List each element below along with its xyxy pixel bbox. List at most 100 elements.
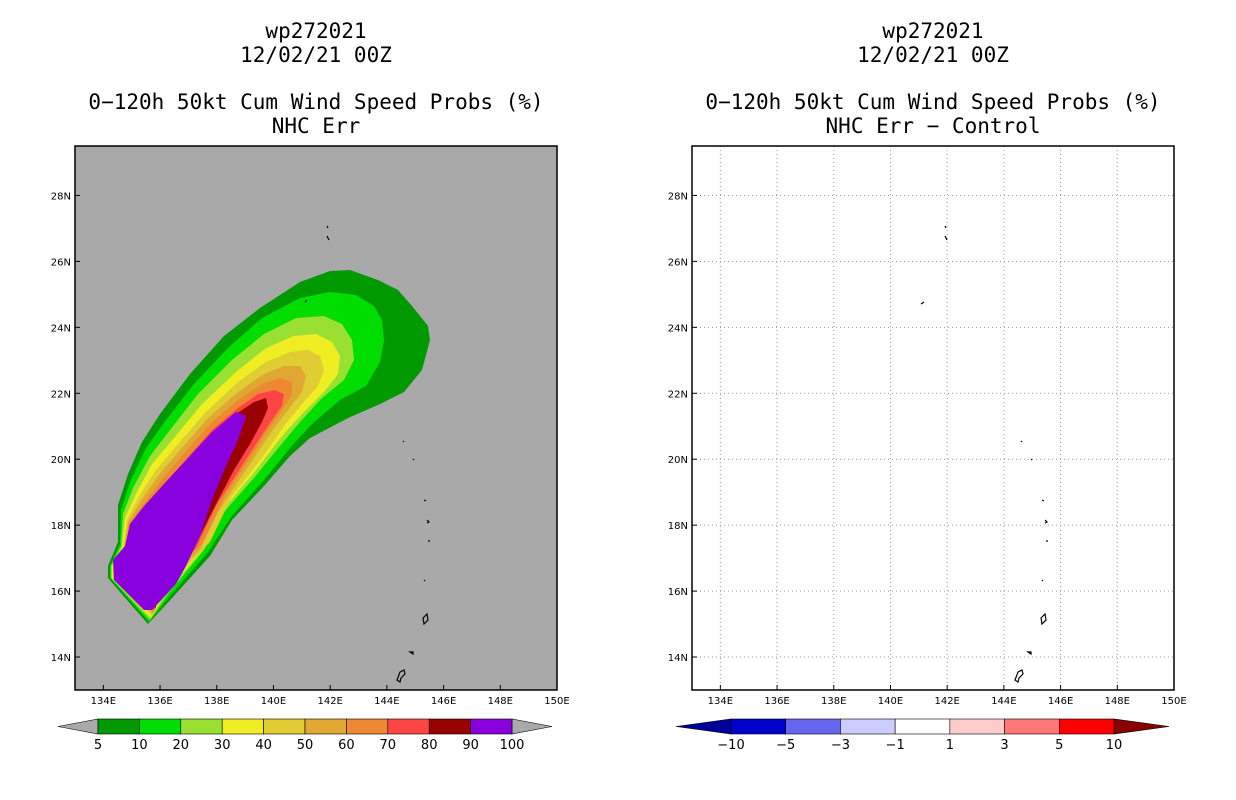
right-panel-subtitle: 0−120h 50kt Cum Wind Speed Probs (%) NHC… (647, 90, 1219, 138)
colorbar-level-label: 3 (1000, 738, 1008, 753)
colorbar-swatch (1004, 718, 1060, 735)
colorbar-swatch (304, 718, 347, 735)
x-tick-label: 148E (488, 696, 513, 707)
right-coastline-islands (920, 225, 1049, 683)
y-tick-label: 26N (668, 257, 688, 268)
y-tick-label: 20N (51, 455, 71, 466)
colorbar-level-label: 30 (214, 738, 231, 753)
x-tick-label: 134E (708, 696, 733, 707)
colorbar-swatch (949, 718, 1005, 735)
left-storm-id: wp272021 (265, 19, 367, 43)
left-panel-title: wp272021 12/02/21 00Z (75, 19, 557, 67)
colorbar-swatch (428, 718, 471, 735)
right-colorbar: −10 −5 −3 −1 1 3 5 10 (675, 718, 1170, 753)
x-tick-label: 150E (544, 696, 569, 707)
colorbar-swatch (221, 718, 264, 735)
colorbar-swatch (785, 718, 841, 735)
colorbar-over-triangle (1113, 718, 1170, 735)
colorbar-swatch (346, 718, 389, 735)
right-map-background (692, 146, 1174, 690)
y-tick-label: 14N (668, 653, 688, 664)
left-colorbar: 5 10 20 30 40 50 60 70 80 90 100 (57, 718, 553, 753)
y-tick-label: 22N (51, 389, 71, 400)
colorbar-swatch (894, 718, 951, 735)
x-tick-label: 136E (764, 696, 789, 707)
x-tick-label: 148E (1105, 696, 1130, 707)
x-tick-label: 146E (431, 696, 456, 707)
y-tick-label: 22N (668, 389, 688, 400)
colorbar-level-label: 80 (421, 738, 438, 753)
left-date-time: 12/02/21 00Z (240, 43, 392, 67)
left-probability-map: 134E 136E 138E 140E 142E 144E 146E 148E 150E 14N 1… (51, 145, 570, 753)
colorbar-level-label: 50 (297, 738, 314, 753)
right-difference-map: 134E 136E 138E 140E 142E 144E 146E 148E 150E 14N 1… (668, 145, 1187, 753)
y-tick-label: 18N (668, 521, 688, 532)
colorbar-level-label: 10 (1106, 738, 1123, 753)
colorbar-under-triangle (57, 718, 99, 735)
right-islands (920, 225, 1049, 683)
colorbar-swatch (840, 718, 896, 735)
colorbar-level-label: 70 (380, 738, 397, 753)
x-tick-label: 150E (1161, 696, 1186, 707)
colorbar-level-label: −5 (776, 738, 795, 753)
colorbar-level-label: 60 (338, 738, 355, 753)
x-tick-label: 142E (317, 696, 342, 707)
colorbar-level-label: −1 (886, 738, 905, 753)
x-tick-label: 138E (204, 696, 229, 707)
left-panel-subtitle: 0−120h 50kt Cum Wind Speed Probs (%) NHC… (30, 90, 602, 138)
x-tick-label: 136E (147, 696, 172, 707)
left-product-name: 0−120h 50kt Cum Wind Speed Probs (%) (88, 90, 544, 114)
right-panel-title: wp272021 12/02/21 00Z (692, 19, 1174, 67)
colorbar-over-triangle (511, 718, 553, 735)
colorbar-swatch (180, 718, 223, 735)
x-tick-label: 142E (934, 696, 959, 707)
x-tick-label: 134E (91, 696, 116, 707)
x-tick-label: 146E (1048, 696, 1073, 707)
colorbar-level-label: −3 (831, 738, 850, 753)
colorbar-swatch (387, 718, 430, 735)
colorbar-level-label: 20 (173, 738, 190, 753)
right-axis-ticks: 134E 136E 138E 140E 142E 144E 146E 148E 150E 14N 1… (668, 191, 1187, 707)
colorbar-level-label: 5 (1055, 738, 1063, 753)
colorbar-level-label: 1 (946, 738, 954, 753)
x-tick-label: 138E (821, 696, 846, 707)
left-coastline-islands (304, 225, 431, 683)
colorbar-swatch (1058, 718, 1115, 735)
y-tick-label: 18N (51, 521, 71, 532)
contour-90 (113, 412, 246, 610)
right-plot-frame (691, 145, 1175, 691)
y-tick-label: 16N (668, 587, 688, 598)
y-tick-label: 16N (51, 587, 71, 598)
right-storm-id: wp272021 (882, 19, 984, 43)
colorbar-level-label: 40 (255, 738, 272, 753)
colorbar-under-triangle (675, 718, 732, 735)
y-tick-label: 24N (51, 323, 71, 334)
colorbar-level-label: 100 (500, 738, 525, 753)
x-tick-label: 140E (261, 696, 286, 707)
x-tick-label: 144E (374, 696, 399, 707)
y-tick-label: 14N (51, 653, 71, 664)
y-tick-label: 20N (668, 455, 688, 466)
x-tick-label: 144E (991, 696, 1016, 707)
colorbar-swatch (97, 718, 140, 735)
y-tick-label: 26N (51, 257, 71, 268)
right-product-name: 0−120h 50kt Cum Wind Speed Probs (%) (705, 90, 1161, 114)
colorbar-level-label: 5 (94, 738, 102, 753)
y-tick-label: 24N (668, 323, 688, 334)
left-probability-contours (108, 225, 431, 683)
x-tick-label: 140E (878, 696, 903, 707)
colorbar-swatch (263, 718, 306, 735)
colorbar-level-label: −10 (717, 738, 744, 753)
colorbar-level-label: 10 (131, 738, 148, 753)
y-tick-label: 28N (51, 191, 71, 202)
colorbar-swatch (470, 718, 513, 735)
y-tick-label: 28N (668, 191, 688, 202)
left-axis-ticks: 134E 136E 138E 140E 142E 144E 146E 148E 150E 14N 1… (51, 191, 570, 707)
colorbar-level-label: 90 (462, 738, 479, 753)
left-panel-label: NHC Err (271, 114, 361, 138)
colorbar-swatch (730, 718, 787, 735)
right-panel-label: NHC Err − Control (825, 114, 1041, 138)
right-date-time: 12/02/21 00Z (857, 43, 1009, 67)
colorbar-swatch (139, 718, 182, 735)
